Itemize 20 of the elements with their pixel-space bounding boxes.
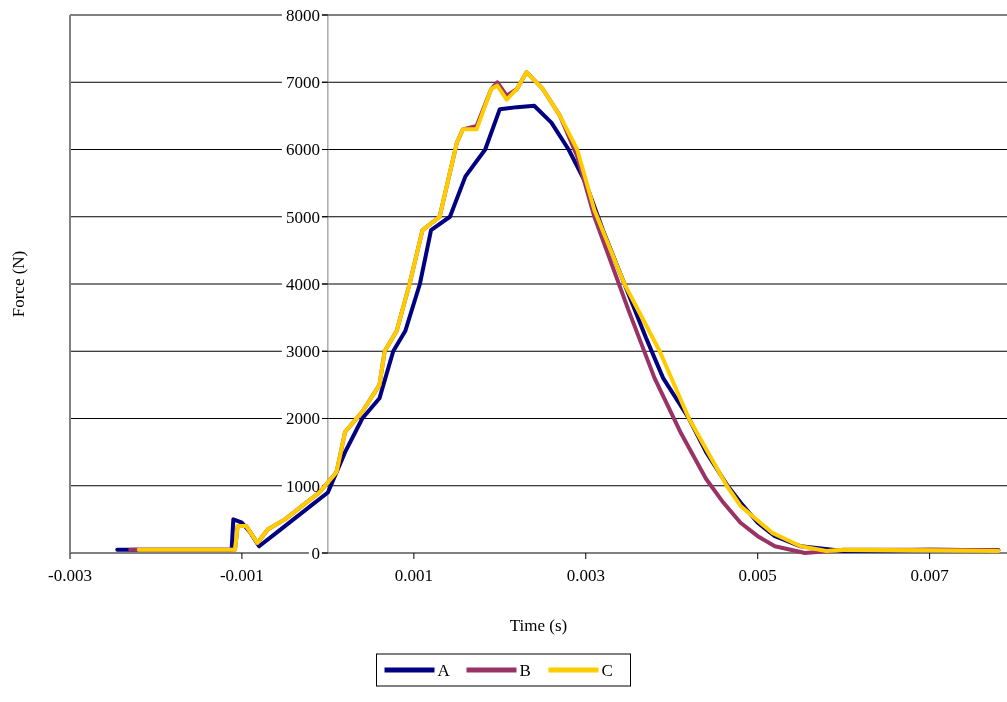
y-tick-label: 0: [311, 543, 320, 563]
y-tick-label: 2000: [285, 409, 320, 429]
y-tick-label: 7000: [285, 73, 320, 93]
x-axis-title: Time (s): [509, 616, 568, 635]
y-tick-label: 6000: [285, 140, 320, 160]
legend-label: A: [437, 660, 451, 680]
x-tick-label: 0.007: [910, 566, 950, 585]
y-tick-label: 5000: [285, 207, 320, 227]
x-tick-label: 0.005: [738, 566, 777, 585]
y-axis-title: Force (N): [9, 250, 28, 318]
legend-label: B: [519, 660, 531, 680]
y-tick-label: 1000: [285, 476, 320, 496]
y-tick-label: 4000: [285, 274, 320, 294]
x-tick-label: -0.001: [219, 566, 264, 585]
legend-label: C: [601, 660, 613, 680]
y-tick-label: 8000: [285, 5, 320, 25]
x-tick-label: 0.003: [566, 566, 605, 585]
y-tick-label: 3000: [285, 342, 320, 362]
x-tick-label: 0.001: [394, 566, 433, 585]
x-tick-label: -0.003: [48, 566, 92, 585]
